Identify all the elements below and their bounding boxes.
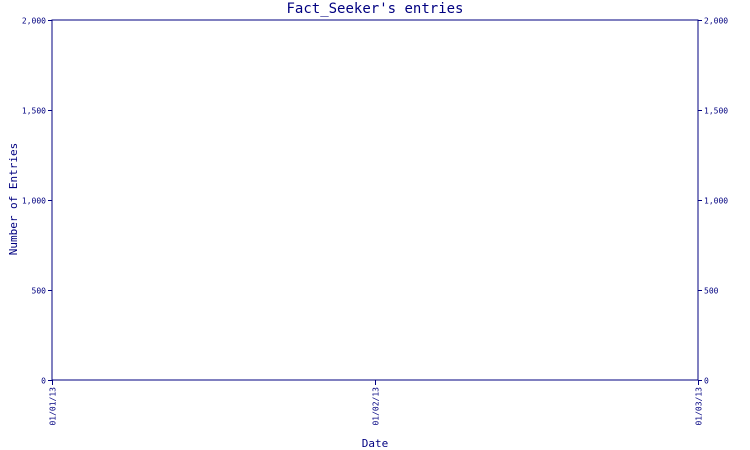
x-tick-label: 01/02/13	[372, 387, 381, 426]
x-tick-label: 01/01/13	[49, 387, 58, 426]
plot-frame	[51, 19, 699, 381]
y-tick-label-left: 1,500	[22, 107, 46, 116]
y-tick-label-left: 500	[32, 287, 47, 296]
x-axis-title: Date	[361, 437, 389, 450]
y-tick-label-right: 0	[704, 377, 709, 386]
y-tick-label-left: 1,000	[22, 197, 46, 206]
y-tick-label-right: 500	[704, 287, 719, 296]
y-tick-label-right: 1,500	[704, 107, 728, 116]
chart-title: Fact_Seeker's entries	[286, 1, 464, 17]
y-axis-title: Number of Entries	[7, 142, 20, 256]
x-tick-label: 01/03/13	[695, 387, 704, 426]
y-tick-label-left: 0	[41, 377, 46, 386]
y-tick-label-right: 1,000	[704, 197, 728, 206]
